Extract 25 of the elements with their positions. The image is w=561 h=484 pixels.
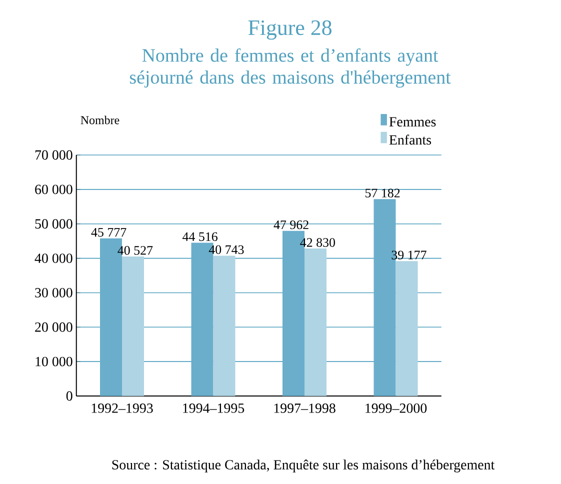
x-tick-label: 1994–1995 <box>183 404 244 413</box>
data-label: 45 777 <box>91 228 126 237</box>
source-note: Source : Statistique Canada, Enquête sur les maisons d’hébergement <box>112 460 495 472</box>
chart-subtitle: Nombre de femmes et d’enfants ayant séjourné dans des maisons d'hébergement <box>130 48 451 88</box>
x-tick-label: 1997–1998 <box>274 404 336 413</box>
y-tick-label: 70 000 <box>35 150 72 160</box>
bar <box>396 261 418 396</box>
data-label: 57 182 <box>365 188 400 198</box>
y-tick-label: 10 000 <box>36 356 72 366</box>
legend-label: Enfants <box>389 134 432 145</box>
y-tick-label: 0 <box>66 391 72 401</box>
y-tick-label: 40 000 <box>34 254 72 263</box>
legend-label: Femmes <box>389 117 436 126</box>
x-tick-label: 1999–2000 <box>366 404 427 413</box>
y-tick-label: 30 000 <box>35 288 72 298</box>
y-tick-label: 60 000 <box>35 184 72 194</box>
y-tick-label: 20 000 <box>35 322 72 332</box>
bar <box>304 248 326 396</box>
bar <box>213 256 236 396</box>
bar <box>122 256 144 396</box>
data-label: 44 516 <box>182 232 218 242</box>
y-axis-title: Nombre <box>80 116 120 124</box>
x-tick-label: 1992–1993 <box>92 404 153 413</box>
y-tick-label: 50 000 <box>35 219 72 229</box>
chart-title: Figure 28 <box>248 20 332 40</box>
